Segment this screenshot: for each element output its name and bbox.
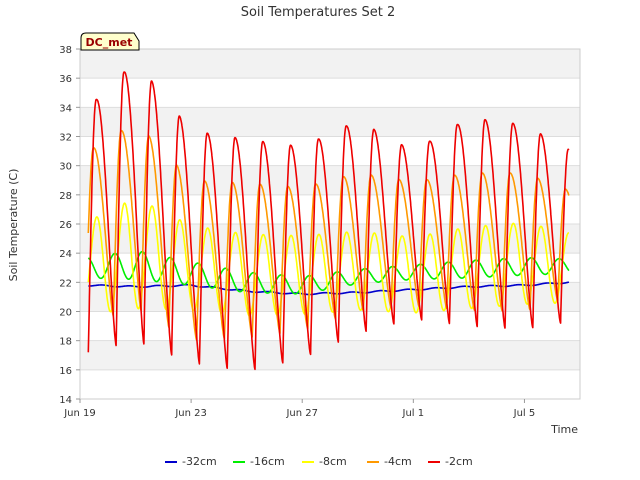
- x-axis-label: Time: [550, 423, 578, 436]
- y-tick-label: 34: [59, 103, 72, 114]
- x-axis: Jun 19 Jun 23 Jun 27 Jul 1 Jul 5: [63, 399, 535, 419]
- x-tick-label: Jun 27: [285, 408, 318, 419]
- y-tick-label: 24: [59, 249, 72, 260]
- y-tick-label: 22: [59, 278, 72, 289]
- series-line: [87, 71, 570, 371]
- badge-box: [80, 32, 140, 51]
- y-tick-label: 20: [59, 308, 72, 319]
- y-tick-label: 26: [59, 220, 72, 231]
- y-tick-label: 28: [59, 191, 72, 202]
- y-tick-label: 18: [59, 337, 72, 348]
- grid-band: [80, 340, 580, 370]
- y-tick-label: 32: [59, 133, 72, 144]
- x-tick-label: Jun 23: [174, 408, 207, 419]
- y-tick-label: 16: [59, 366, 72, 377]
- chart-title: Soil Temperatures Set 2: [241, 5, 396, 20]
- y-tick-label: 14: [59, 395, 72, 406]
- series-line: [87, 202, 570, 317]
- legend: -32cm -16cm -8cm -4cm -2cm: [165, 455, 473, 468]
- series-lines: [87, 71, 570, 371]
- legend-label: -32cm: [182, 455, 217, 468]
- x-tick-label: Jun 19: [63, 408, 96, 419]
- y-tick-label: 36: [59, 74, 72, 85]
- y-tick-label: 30: [59, 162, 72, 173]
- series-line: [87, 250, 570, 295]
- dc-met-badge: DC_met: [80, 32, 140, 51]
- y-tick-label: 38: [59, 45, 72, 56]
- y-axis: 14 16 18 20 22 24 26 28 30 32 34 36 38: [59, 45, 80, 406]
- legend-label: -4cm: [384, 455, 412, 468]
- y-axis-label: Soil Temperature (C): [7, 169, 20, 282]
- legend-label: -2cm: [445, 455, 473, 468]
- badge-label: DC_met: [86, 36, 133, 49]
- legend-label: -16cm: [250, 455, 285, 468]
- x-tick-label: Jul 1: [402, 408, 425, 419]
- x-tick-label: Jul 5: [513, 408, 536, 419]
- grid-band: [80, 165, 580, 195]
- grid-band: [80, 107, 580, 137]
- grid-band: [80, 49, 580, 79]
- legend-label: -8cm: [319, 455, 347, 468]
